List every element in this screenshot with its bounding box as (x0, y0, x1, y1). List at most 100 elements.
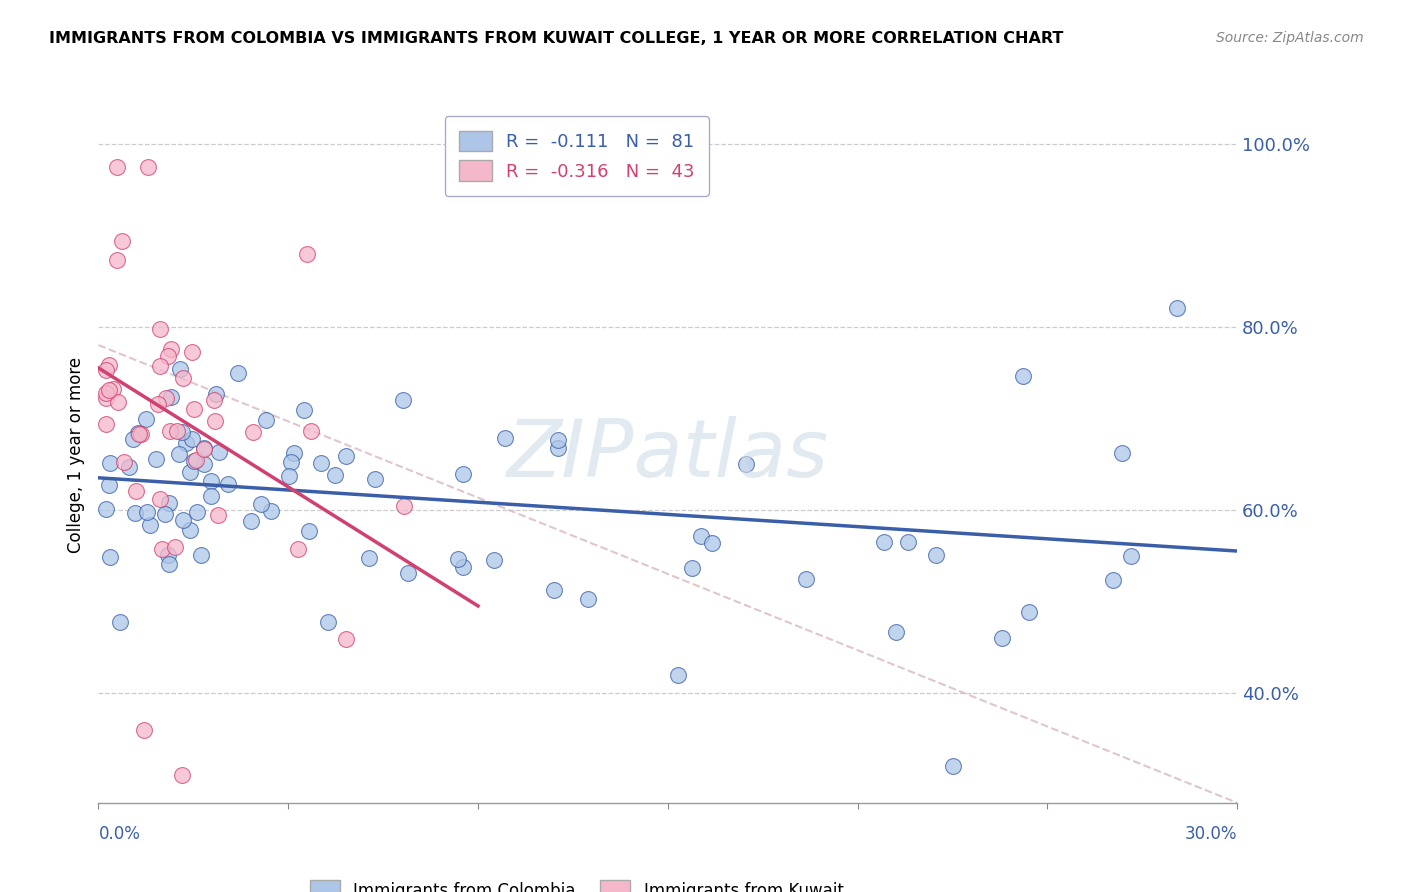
Point (250, 497, 273, 511)
Point (335, 449, 357, 463)
Point (702, 536, 724, 550)
Point (157, 496, 180, 510)
Point (107, 394, 129, 409)
Point (204, 413, 226, 427)
Point (942, 759, 965, 773)
Point (101, 382, 124, 396)
Point (159, 424, 181, 438)
Point (112, 455, 135, 469)
Point (122, 432, 145, 446)
Point (186, 452, 208, 467)
Point (1012, 368, 1035, 383)
Point (170, 425, 193, 439)
Point (794, 572, 817, 586)
Point (183, 401, 205, 416)
Point (125, 483, 148, 498)
Point (335, 632, 357, 646)
Point (98, 457, 121, 471)
Point (260, 504, 283, 518)
Point (991, 631, 1014, 645)
Point (884, 624, 907, 639)
Point (1102, 573, 1125, 587)
Point (155, 391, 177, 405)
Point (453, 467, 475, 482)
Point (735, 458, 758, 472)
Point (242, 425, 264, 439)
Point (357, 551, 380, 566)
Point (110, 234, 132, 248)
Point (127, 425, 149, 440)
Point (1166, 301, 1188, 316)
Point (156, 349, 179, 363)
Point (205, 387, 228, 401)
Point (157, 557, 180, 571)
Point (1018, 605, 1040, 619)
Point (208, 445, 231, 459)
Point (145, 451, 167, 466)
Point (576, 592, 599, 607)
Text: 0.0%: 0.0% (98, 825, 141, 843)
Point (309, 457, 332, 471)
Point (323, 468, 346, 483)
Point (299, 425, 322, 439)
Point (1111, 445, 1133, 459)
Point (287, 541, 309, 556)
Point (163, 540, 186, 554)
Text: Source: ZipAtlas.com: Source: ZipAtlas.com (1216, 31, 1364, 45)
Point (682, 561, 704, 575)
Point (170, 768, 193, 782)
Point (543, 582, 565, 597)
Point (547, 433, 569, 447)
Point (298, 524, 321, 539)
Point (666, 668, 689, 682)
Text: 30.0%: 30.0% (1185, 825, 1237, 843)
Point (105, 253, 128, 268)
Point (292, 403, 315, 417)
Point (124, 506, 146, 520)
Point (364, 472, 387, 486)
Point (925, 548, 948, 562)
Point (117, 459, 139, 474)
Point (149, 491, 172, 506)
Point (100, 550, 122, 565)
Point (139, 518, 162, 533)
Legend: Immigrants from Colombia, Immigrants from Kuwait: Immigrants from Colombia, Immigrants fro… (304, 874, 851, 892)
Point (136, 160, 159, 174)
Point (98, 384, 121, 398)
Point (149, 321, 172, 335)
Point (547, 442, 569, 456)
Point (180, 345, 202, 359)
Point (204, 392, 226, 407)
Point (94, 417, 117, 431)
Y-axis label: College, 1 year or more: College, 1 year or more (66, 357, 84, 553)
Point (186, 505, 208, 519)
Point (135, 412, 157, 426)
Point (107, 160, 129, 174)
Point (136, 505, 159, 519)
Point (873, 535, 896, 549)
Point (153, 507, 176, 521)
Point (297, 246, 319, 260)
Point (193, 442, 215, 456)
Point (200, 489, 222, 503)
Point (128, 426, 150, 441)
Point (173, 370, 195, 384)
Point (240, 514, 263, 528)
Point (129, 426, 152, 441)
Point (280, 455, 302, 469)
Point (254, 413, 277, 427)
Point (179, 523, 201, 537)
Point (217, 477, 239, 491)
Point (146, 396, 169, 410)
Point (283, 446, 305, 460)
Text: ZIPatlas: ZIPatlas (506, 416, 830, 494)
Point (94, 386, 117, 401)
Point (179, 465, 201, 479)
Point (396, 566, 419, 580)
Point (156, 548, 179, 562)
Point (94, 363, 117, 377)
Point (200, 475, 222, 489)
Point (98, 358, 121, 372)
Point (1119, 549, 1142, 563)
Point (447, 552, 470, 566)
